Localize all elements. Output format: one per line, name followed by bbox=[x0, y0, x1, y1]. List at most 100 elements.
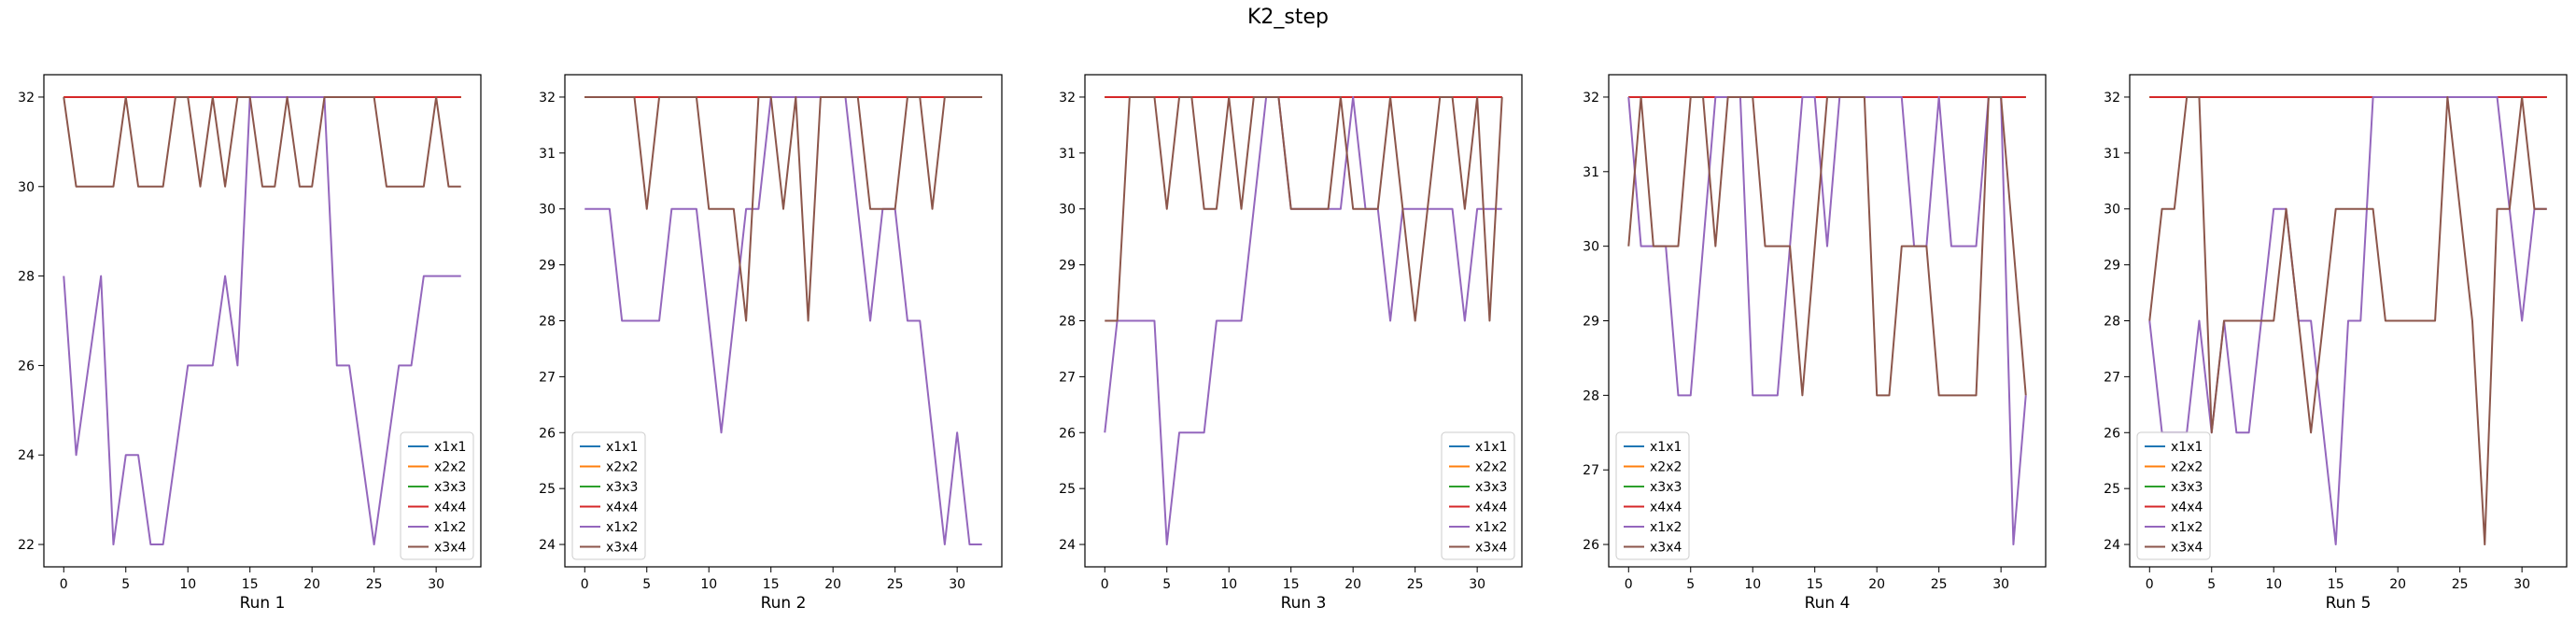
series-group bbox=[584, 95, 982, 546]
y-tick-label: 31 bbox=[1583, 165, 1599, 180]
legend-label: x4x4 bbox=[2171, 501, 2203, 515]
x-tick-label: 25 bbox=[366, 577, 383, 592]
y-tick-label: 29 bbox=[1583, 315, 1599, 330]
legend: x1x1 x2x2 x3x3 x4x4 x1x2 x3x4 bbox=[1441, 431, 1515, 560]
y-tick-label: 25 bbox=[1059, 482, 1076, 497]
x-tick-label: 10 bbox=[1220, 577, 1237, 592]
x-tick-label: 25 bbox=[1407, 577, 1424, 592]
x-tick-label: 0 bbox=[1101, 577, 1109, 592]
legend-label: x1x1 bbox=[606, 440, 638, 455]
series-line-x3x4 bbox=[2148, 95, 2547, 546]
y-tick-label: 24 bbox=[539, 538, 556, 553]
series-line-x3x4 bbox=[63, 95, 461, 188]
legend-label: x1x1 bbox=[434, 440, 466, 455]
y-tick-label: 27 bbox=[1059, 370, 1076, 385]
x-tick-label: 15 bbox=[763, 577, 780, 592]
y-tick-label: 26 bbox=[1059, 426, 1076, 441]
x-tick-label: 5 bbox=[1162, 577, 1171, 592]
x-tick-label: 30 bbox=[1992, 577, 2009, 592]
legend-label: x4x4 bbox=[1475, 501, 1507, 515]
y-tick-label: 30 bbox=[539, 203, 556, 218]
series-line-x1x2 bbox=[63, 95, 461, 546]
y-tick-label: 24 bbox=[2104, 538, 2120, 553]
x-tick-label: 15 bbox=[2328, 577, 2344, 592]
legend-label: x3x3 bbox=[1475, 480, 1507, 495]
legend-label: x2x2 bbox=[1475, 460, 1507, 475]
y-tick-label: 30 bbox=[18, 180, 35, 195]
x-tick-label: 20 bbox=[2389, 577, 2406, 592]
legend-label: x1x2 bbox=[1650, 520, 1682, 535]
legend-label: x3x4 bbox=[1650, 541, 1682, 556]
legend-label: x4x4 bbox=[1650, 501, 1682, 515]
axes-frame bbox=[2129, 74, 2568, 568]
series-group bbox=[2148, 95, 2547, 546]
x-tick-label: 0 bbox=[60, 577, 68, 592]
x-tick-label: 0 bbox=[581, 577, 589, 592]
x-tick-label: 30 bbox=[949, 577, 965, 592]
x-tick-label: 5 bbox=[642, 577, 651, 592]
series-line-x1x2 bbox=[584, 95, 982, 546]
legend-label: x3x3 bbox=[434, 480, 466, 495]
axes-frame bbox=[1084, 74, 1523, 568]
subplot-1: 0 5 10 15 20 25 30 22 24 26 28 30 32 Run 1 x1x1 x2x2 x3x… bbox=[18, 74, 482, 613]
x-tick-label: 30 bbox=[1469, 577, 1485, 592]
x-axis-label: Run 3 bbox=[1281, 594, 1327, 613]
y-tick-label: 27 bbox=[539, 370, 556, 385]
x-tick-label: 10 bbox=[2265, 577, 2282, 592]
axes-frame bbox=[43, 74, 482, 568]
x-tick-label: 10 bbox=[1744, 577, 1761, 592]
series-line-x1x2 bbox=[1627, 95, 2027, 546]
y-tick-label: 27 bbox=[1583, 463, 1599, 478]
legend-label: x2x2 bbox=[434, 460, 466, 475]
y-tick-label: 26 bbox=[1583, 538, 1599, 553]
x-tick-label: 25 bbox=[2452, 577, 2469, 592]
x-tick-label: 15 bbox=[1807, 577, 1823, 592]
axes-frame bbox=[1608, 74, 2047, 568]
y-tick-label: 25 bbox=[539, 482, 556, 497]
y-tick-label: 29 bbox=[2104, 259, 2120, 274]
y-tick-label: 32 bbox=[1059, 91, 1076, 106]
axes-frame bbox=[564, 74, 1003, 568]
legend-label: x2x2 bbox=[606, 460, 638, 475]
y-tick-label: 28 bbox=[539, 315, 556, 330]
x-tick-label: 20 bbox=[1868, 577, 1885, 592]
x-tick-label: 25 bbox=[887, 577, 904, 592]
y-tick-label: 22 bbox=[18, 538, 35, 553]
x-axis-label: Run 4 bbox=[1805, 594, 1851, 613]
legend-label: x1x2 bbox=[1475, 520, 1507, 535]
y-tick-label: 30 bbox=[1059, 203, 1076, 218]
x-tick-label: 5 bbox=[2207, 577, 2216, 592]
legend-label: x3x4 bbox=[606, 541, 638, 556]
y-tick-label: 28 bbox=[1583, 388, 1599, 403]
legend-label: x2x2 bbox=[1650, 460, 1682, 475]
legend-label: x3x3 bbox=[1650, 480, 1682, 495]
series-line-x3x4 bbox=[584, 95, 982, 322]
y-tick-label: 32 bbox=[1583, 91, 1599, 106]
y-tick-label: 32 bbox=[18, 91, 35, 106]
y-tick-label: 27 bbox=[2104, 370, 2120, 385]
x-tick-label: 15 bbox=[242, 577, 259, 592]
series-group bbox=[63, 95, 461, 546]
y-tick-label: 29 bbox=[1059, 259, 1076, 274]
legend: x1x1 x2x2 x3x3 x4x4 x1x2 x3x4 bbox=[571, 431, 646, 560]
x-tick-label: 30 bbox=[428, 577, 444, 592]
legend-label: x3x4 bbox=[1475, 541, 1507, 556]
y-tick-label: 26 bbox=[539, 426, 556, 441]
series-line-x3x4 bbox=[1627, 95, 2027, 397]
y-tick-label: 28 bbox=[18, 270, 35, 285]
x-tick-label: 20 bbox=[824, 577, 841, 592]
y-tick-label: 26 bbox=[18, 359, 35, 374]
x-axis-label: Run 5 bbox=[2326, 594, 2372, 613]
series-line-x3x4 bbox=[1105, 95, 1503, 322]
figure-title: K2_step bbox=[1246, 6, 1329, 29]
legend-label: x1x2 bbox=[2171, 520, 2203, 535]
y-tick-label: 28 bbox=[1059, 315, 1076, 330]
legend-label: x4x4 bbox=[434, 501, 466, 515]
y-tick-label: 31 bbox=[2104, 147, 2120, 162]
y-tick-label: 24 bbox=[1059, 538, 1076, 553]
